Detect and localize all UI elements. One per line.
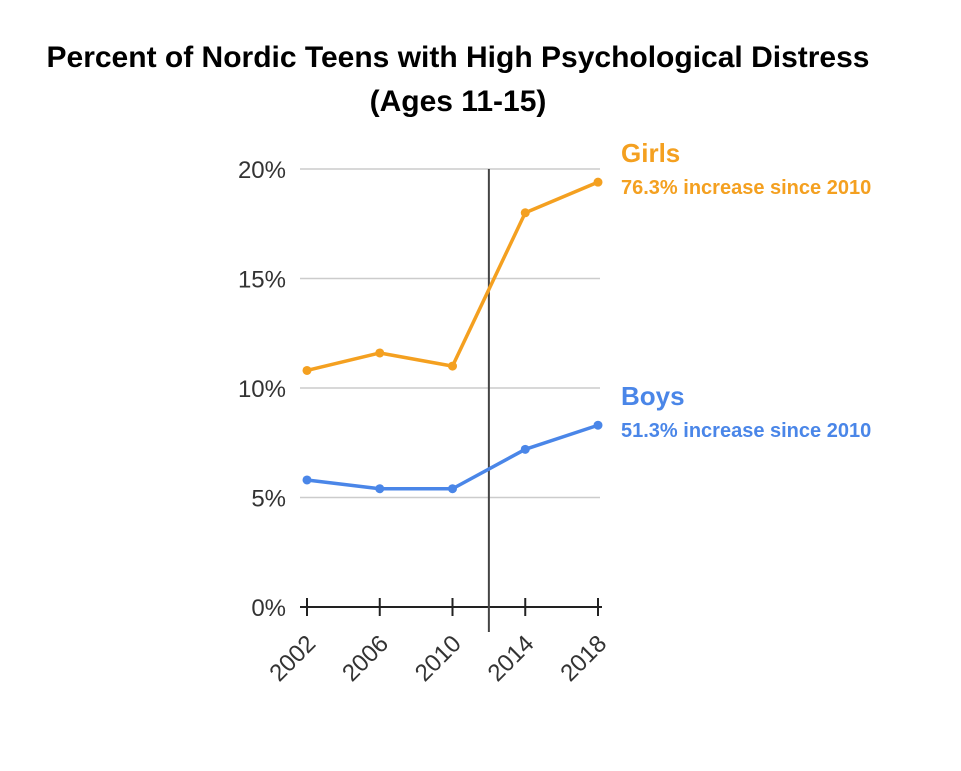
chart-title: Percent of Nordic Teens with High Psycho… xyxy=(47,41,870,74)
series-annotation: 51.3% increase since 2010 xyxy=(621,420,871,442)
data-point xyxy=(593,420,603,430)
series-group xyxy=(302,177,603,494)
y-tick-label: 20% xyxy=(238,157,286,184)
data-point xyxy=(593,177,603,187)
series-name-label: Girls xyxy=(621,138,680,168)
data-point xyxy=(375,348,385,358)
x-tick-label: 2014 xyxy=(483,630,540,687)
chart-subtitle: (Ages 11-15) xyxy=(370,85,547,118)
y-tick-label: 5% xyxy=(251,486,286,513)
series-labels: Girls 76.3% increase since 2010 Boys 51.3% … xyxy=(621,138,871,442)
series-line xyxy=(305,423,600,491)
series-line xyxy=(305,180,600,373)
x-tick-label: 2002 xyxy=(264,630,321,687)
series-name-label: Boys xyxy=(621,381,685,411)
data-point xyxy=(302,475,312,485)
data-point xyxy=(448,484,457,494)
series-girls xyxy=(302,177,603,375)
x-tick-label: 2018 xyxy=(555,630,612,687)
data-point xyxy=(520,208,530,218)
x-tick-label: 2010 xyxy=(410,630,467,687)
y-tick-label: 10% xyxy=(238,376,286,403)
x-tick-label: 2006 xyxy=(337,630,394,687)
data-point xyxy=(302,365,312,375)
y-tick-label: 0% xyxy=(251,595,286,622)
data-point xyxy=(375,484,385,494)
gridlines: 0% 5% 10% 15% 20% xyxy=(238,157,600,622)
series-boys xyxy=(302,420,603,494)
series-annotation: 76.3% increase since 2010 xyxy=(621,177,871,199)
y-tick-label: 15% xyxy=(238,267,286,294)
data-point xyxy=(448,361,457,371)
data-point xyxy=(520,444,530,454)
x-axis: 2002 2006 2010 2014 2018 xyxy=(264,598,612,687)
